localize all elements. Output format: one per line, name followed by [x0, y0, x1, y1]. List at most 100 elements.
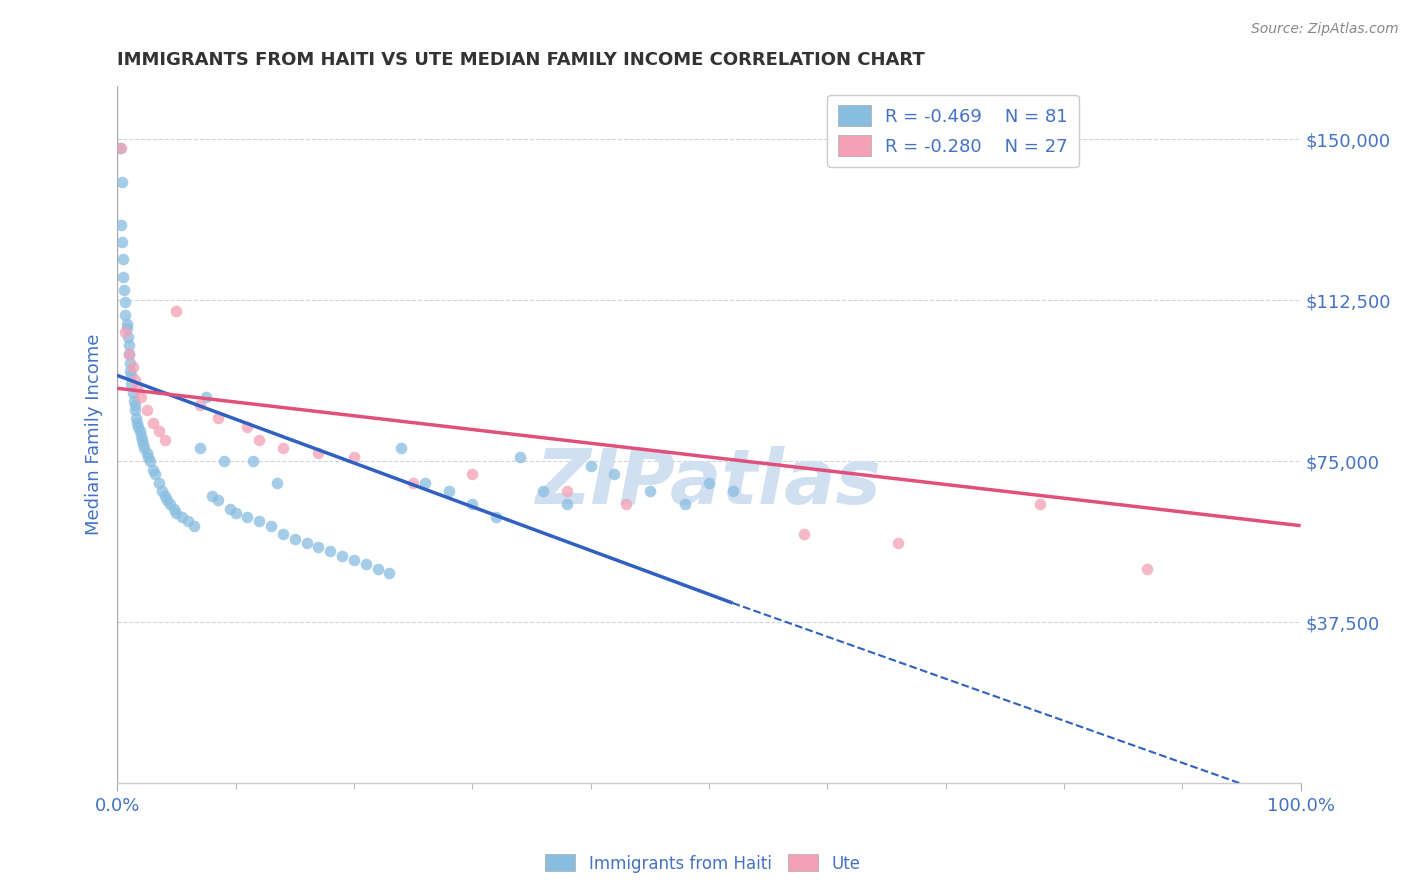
Point [111, 235, 134, 250]
Point [148, 475, 170, 490]
Point [136, 450, 159, 464]
Point [110, 218, 132, 232]
Point [127, 420, 149, 434]
Point [887, 536, 910, 550]
Point [225, 506, 247, 520]
Point [118, 347, 141, 361]
Point [159, 497, 181, 511]
Point [284, 532, 307, 546]
Point [188, 442, 211, 456]
Point [124, 399, 146, 413]
Point [402, 475, 425, 490]
Point [165, 304, 187, 318]
Point [134, 442, 156, 456]
Point [139, 454, 162, 468]
Point [125, 411, 148, 425]
Point [367, 561, 389, 575]
Legend: Immigrants from Haiti, Ute: Immigrants from Haiti, Ute [538, 847, 868, 880]
Point [111, 175, 134, 189]
Point [117, 330, 139, 344]
Point [129, 428, 152, 442]
Point [142, 416, 165, 430]
Point [555, 497, 578, 511]
Point [153, 489, 176, 503]
Point [148, 424, 170, 438]
Point [129, 390, 152, 404]
Point [110, 141, 132, 155]
Point [721, 484, 744, 499]
Point [183, 518, 205, 533]
Point [124, 402, 146, 417]
Point [177, 515, 200, 529]
Point [120, 364, 142, 378]
Point [271, 442, 294, 456]
Text: IMMIGRANTS FROM HAITI VS UTE MEDIAN FAMILY INCOME CORRELATION CHART: IMMIGRANTS FROM HAITI VS UTE MEDIAN FAMI… [117, 51, 925, 69]
Point [531, 484, 554, 499]
Point [266, 475, 288, 490]
Point [142, 463, 165, 477]
Point [114, 326, 136, 340]
Point [242, 454, 264, 468]
Point [603, 467, 626, 482]
Point [115, 321, 138, 335]
Point [247, 515, 270, 529]
Point [127, 416, 149, 430]
Point [114, 295, 136, 310]
Point [112, 252, 135, 267]
Point [207, 492, 229, 507]
Point [579, 458, 602, 473]
Point [614, 497, 637, 511]
Point [128, 424, 150, 438]
Point [343, 553, 366, 567]
Point [118, 347, 141, 361]
Text: Source: ZipAtlas.com: Source: ZipAtlas.com [1251, 22, 1399, 37]
Point [307, 540, 329, 554]
Y-axis label: Median Family Income: Median Family Income [86, 334, 103, 535]
Point [201, 489, 224, 503]
Point [165, 506, 187, 520]
Point [143, 467, 166, 482]
Point [163, 501, 186, 516]
Point [127, 381, 149, 395]
Point [135, 402, 157, 417]
Point [108, 141, 131, 155]
Point [124, 373, 146, 387]
Point [638, 484, 661, 499]
Point [112, 269, 135, 284]
Point [389, 442, 412, 456]
Point [115, 317, 138, 331]
Point [153, 433, 176, 447]
Point [131, 433, 153, 447]
Point [114, 308, 136, 322]
Point [212, 454, 235, 468]
Legend: R = -0.469    N = 81, R = -0.280    N = 27: R = -0.469 N = 81, R = -0.280 N = 27 [827, 95, 1078, 167]
Point [555, 484, 578, 499]
Point [236, 420, 259, 434]
Point [673, 497, 696, 511]
Point [413, 475, 436, 490]
Point [343, 450, 366, 464]
Point [118, 338, 141, 352]
Point [112, 283, 135, 297]
Point [461, 497, 484, 511]
Point [1029, 497, 1052, 511]
Point [188, 399, 211, 413]
Point [330, 549, 353, 563]
Point [354, 558, 377, 572]
Point [247, 433, 270, 447]
Point [319, 544, 342, 558]
Point [485, 510, 508, 524]
Point [132, 437, 155, 451]
Point [156, 492, 179, 507]
Point [150, 484, 173, 499]
Point [271, 527, 294, 541]
Point [1136, 561, 1159, 575]
Point [121, 385, 143, 400]
Point [120, 355, 142, 369]
Point [295, 536, 318, 550]
Point [697, 475, 720, 490]
Point [509, 450, 531, 464]
Point [122, 394, 145, 409]
Point [437, 484, 460, 499]
Point [793, 527, 815, 541]
